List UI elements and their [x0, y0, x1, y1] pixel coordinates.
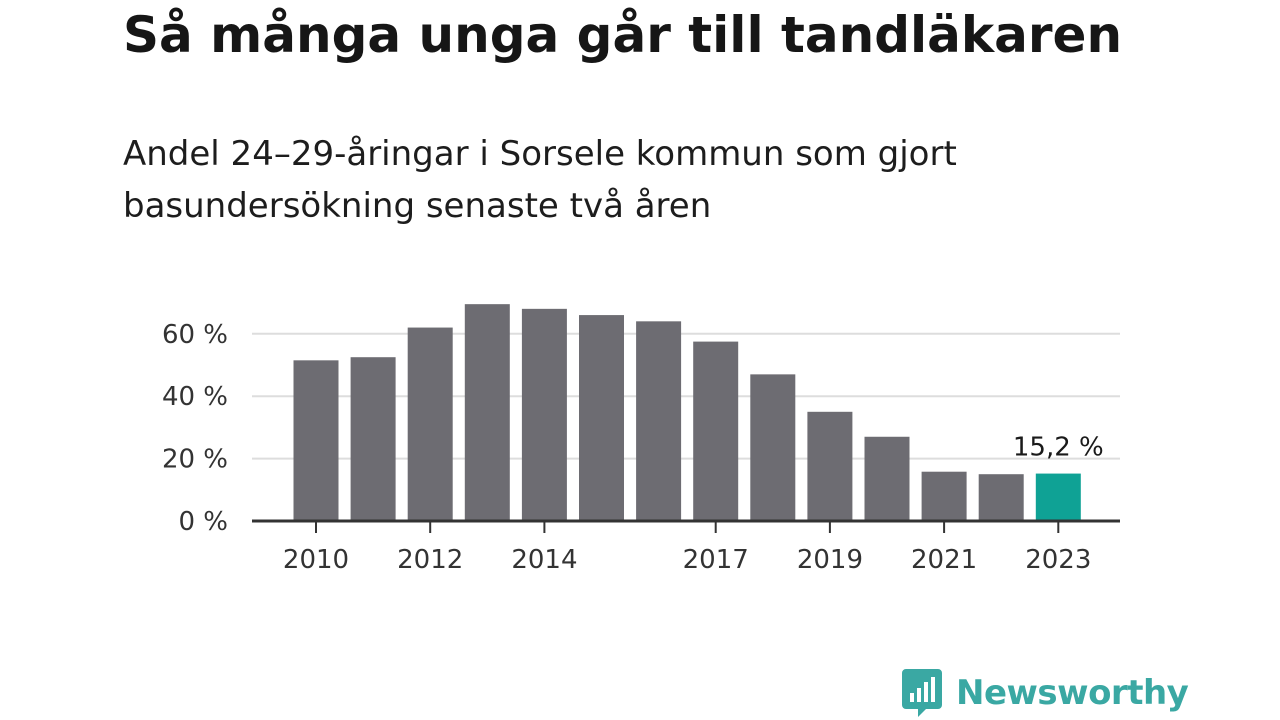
x-tick-label: 2012: [397, 545, 463, 575]
chart-title: Så många unga går till tandläkaren: [123, 6, 1123, 64]
x-tick-label: 2021: [911, 545, 977, 575]
y-tick-label: 60 %: [162, 320, 228, 350]
brand-name: Newsworthy: [956, 673, 1189, 713]
y-tick-label: 0 %: [178, 507, 228, 537]
bars: [293, 304, 1081, 521]
grid-lines: [252, 332, 1120, 460]
bar-2015: [579, 315, 624, 521]
bar-2010: [293, 360, 339, 521]
bar-2011: [350, 357, 396, 521]
bar-2017: [693, 341, 739, 521]
labels: 0 % 20 % 40 % 60 % 15,2 % 2010 2012 2014 2017 201…: [162, 320, 1104, 575]
brand-logo: Newsworthy: [902, 668, 1189, 718]
bar-2013: [464, 304, 510, 521]
data-label-2023: 15,2 %: [1013, 433, 1104, 463]
x-tick-label: 2019: [797, 545, 863, 575]
y-tick-label: 40 %: [162, 382, 228, 412]
x-tick-label: 2014: [511, 545, 577, 575]
bar-2016: [636, 321, 682, 521]
bar-2021: [921, 471, 967, 521]
y-tick-label: 20 %: [162, 445, 228, 475]
x-tick-label: 2017: [683, 545, 749, 575]
bar-2018: [750, 374, 796, 521]
bar-chart: 0 % 20 % 40 % 60 % 15,2 % 2010 2012 2014 2017 201…: [162, 304, 1120, 575]
bar-2012: [407, 327, 453, 521]
bar-2022: [978, 474, 1024, 521]
bar-2014: [521, 308, 567, 521]
bar-2023: [1035, 473, 1081, 521]
bar-2019: [807, 411, 853, 521]
x-tick-label: 2023: [1025, 545, 1091, 575]
x-tick-label: 2010: [283, 545, 349, 575]
chart-bubble-icon: [902, 669, 942, 717]
axes: [252, 519, 1120, 533]
bar-2020: [864, 436, 910, 521]
chart-subtitle: Andel 24–29-åringar i Sorsele kommun som…: [123, 134, 957, 226]
